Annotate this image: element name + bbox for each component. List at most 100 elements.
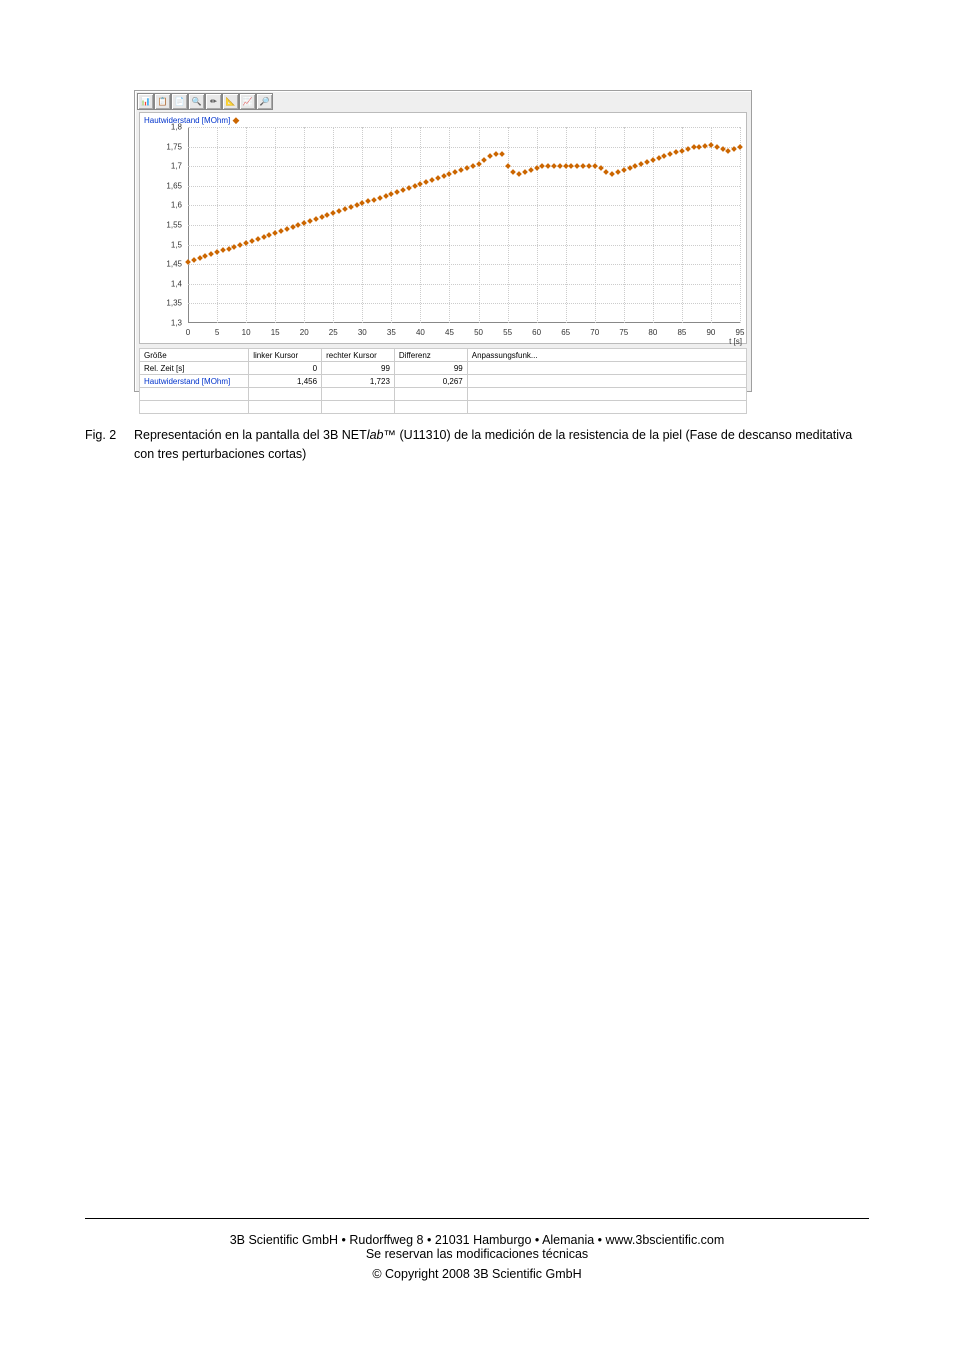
footer-line-2: Se reservan las modificaciones técnicas <box>85 1247 869 1261</box>
data-point <box>551 163 557 169</box>
toolbar-button-0[interactable]: 📊 <box>137 93 154 110</box>
table-cell: 1,456 <box>249 375 322 388</box>
data-point <box>586 163 592 169</box>
grid-line-v <box>508 127 509 323</box>
caption-text: Representación en la pantalla del 3B NET… <box>134 426 869 464</box>
table-cell: 99 <box>322 362 395 375</box>
grid-line-v <box>333 127 334 323</box>
table-cell: 1,723 <box>322 375 395 388</box>
grid-line-v <box>537 127 538 323</box>
data-point <box>203 254 209 260</box>
grid-line-v <box>246 127 247 323</box>
x-tick-label: 40 <box>416 328 425 337</box>
data-point <box>255 236 261 242</box>
toolbar-button-1[interactable]: 📋 <box>154 93 171 110</box>
document-page: 📊📋📄🔍✏📐📈🔎 Hautwiderstand [MOhm] ◆ t [s] 1… <box>0 0 954 1351</box>
data-point <box>737 144 743 150</box>
x-tick-label: 35 <box>387 328 396 337</box>
empty-table-rows <box>139 387 747 414</box>
y-tick-label: 1,45 <box>140 260 182 269</box>
y-tick-label: 1,65 <box>140 181 182 190</box>
toolbar: 📊📋📄🔍✏📐📈🔎 <box>135 91 751 110</box>
data-point <box>342 206 348 212</box>
x-tick-label: 30 <box>358 328 367 337</box>
grid-line-v <box>566 127 567 323</box>
y-tick-label: 1,8 <box>140 123 182 132</box>
table-header: Größe <box>140 349 249 362</box>
data-point <box>528 167 534 173</box>
table-cell: Rel. Zeit [s] <box>140 362 249 375</box>
grid-line-v <box>624 127 625 323</box>
table-row: Hautwiderstand [MOhm]1,4561,7230,267 <box>140 375 747 388</box>
grid-line-h <box>188 264 740 265</box>
data-point <box>214 250 220 256</box>
grid-line-v <box>362 127 363 323</box>
data-point <box>522 169 528 175</box>
data-point <box>354 203 360 209</box>
data-point <box>609 171 615 177</box>
x-tick-label: 80 <box>648 328 657 337</box>
x-tick-label: 75 <box>619 328 628 337</box>
cursor-data-table: Größelinker Kursorrechter KursorDifferen… <box>139 348 747 388</box>
data-point <box>702 143 708 149</box>
grid-line-h <box>188 147 740 148</box>
data-point <box>307 218 313 224</box>
figure-caption: Fig. 2 Representación en la pantalla del… <box>85 426 869 464</box>
y-tick-label: 1,6 <box>140 201 182 210</box>
data-point <box>458 167 464 173</box>
grid-line-v <box>479 127 480 323</box>
grid-line-v <box>711 127 712 323</box>
y-tick-label: 1,3 <box>140 319 182 328</box>
x-axis-line <box>188 322 740 323</box>
x-tick-label: 60 <box>532 328 541 337</box>
table-cell: 0 <box>249 362 322 375</box>
data-point <box>278 228 284 234</box>
data-point <box>435 175 441 181</box>
data-point <box>662 154 668 160</box>
grid-line-h <box>188 245 740 246</box>
data-point <box>336 208 342 214</box>
toolbar-button-6[interactable]: 📈 <box>239 93 256 110</box>
x-tick-label: 90 <box>706 328 715 337</box>
toolbar-button-7[interactable]: 🔎 <box>256 93 273 110</box>
data-point <box>452 169 458 175</box>
grid-line-h <box>188 303 740 304</box>
grid-line-h <box>188 205 740 206</box>
grid-line-v <box>740 127 741 323</box>
data-point <box>284 226 290 232</box>
data-point <box>499 152 505 158</box>
table-header: rechter Kursor <box>322 349 395 362</box>
grid-line-h <box>188 284 740 285</box>
table-header: linker Kursor <box>249 349 322 362</box>
x-tick-label: 65 <box>561 328 570 337</box>
toolbar-button-3[interactable]: 🔍 <box>188 93 205 110</box>
data-point <box>208 252 214 258</box>
grid-line-h <box>188 127 740 128</box>
toolbar-button-2[interactable]: 📄 <box>171 93 188 110</box>
data-point <box>545 163 551 169</box>
data-point <box>574 163 580 169</box>
data-point <box>505 163 511 169</box>
table-cell: Hautwiderstand [MOhm] <box>140 375 249 388</box>
data-point <box>621 167 627 173</box>
grid-line-v <box>275 127 276 323</box>
y-tick-label: 1,5 <box>140 240 182 249</box>
data-point <box>691 145 697 151</box>
table-cell: 0,267 <box>394 375 467 388</box>
table-cell <box>467 375 746 388</box>
x-axis-unit: t [s] <box>729 337 742 346</box>
table-cell: 99 <box>394 362 467 375</box>
x-tick-label: 45 <box>445 328 454 337</box>
toolbar-button-5[interactable]: 📐 <box>222 93 239 110</box>
data-point <box>481 157 487 163</box>
series-marker-icon: ◆ <box>233 115 240 125</box>
x-tick-label: 20 <box>300 328 309 337</box>
y-tick-label: 1,7 <box>140 162 182 171</box>
data-point <box>330 210 336 216</box>
grid-line-h <box>188 225 740 226</box>
data-point <box>464 165 470 171</box>
grid-line-h <box>188 186 740 187</box>
toolbar-button-4[interactable]: ✏ <box>205 93 222 110</box>
grid-line-v <box>391 127 392 323</box>
data-point <box>592 163 598 169</box>
